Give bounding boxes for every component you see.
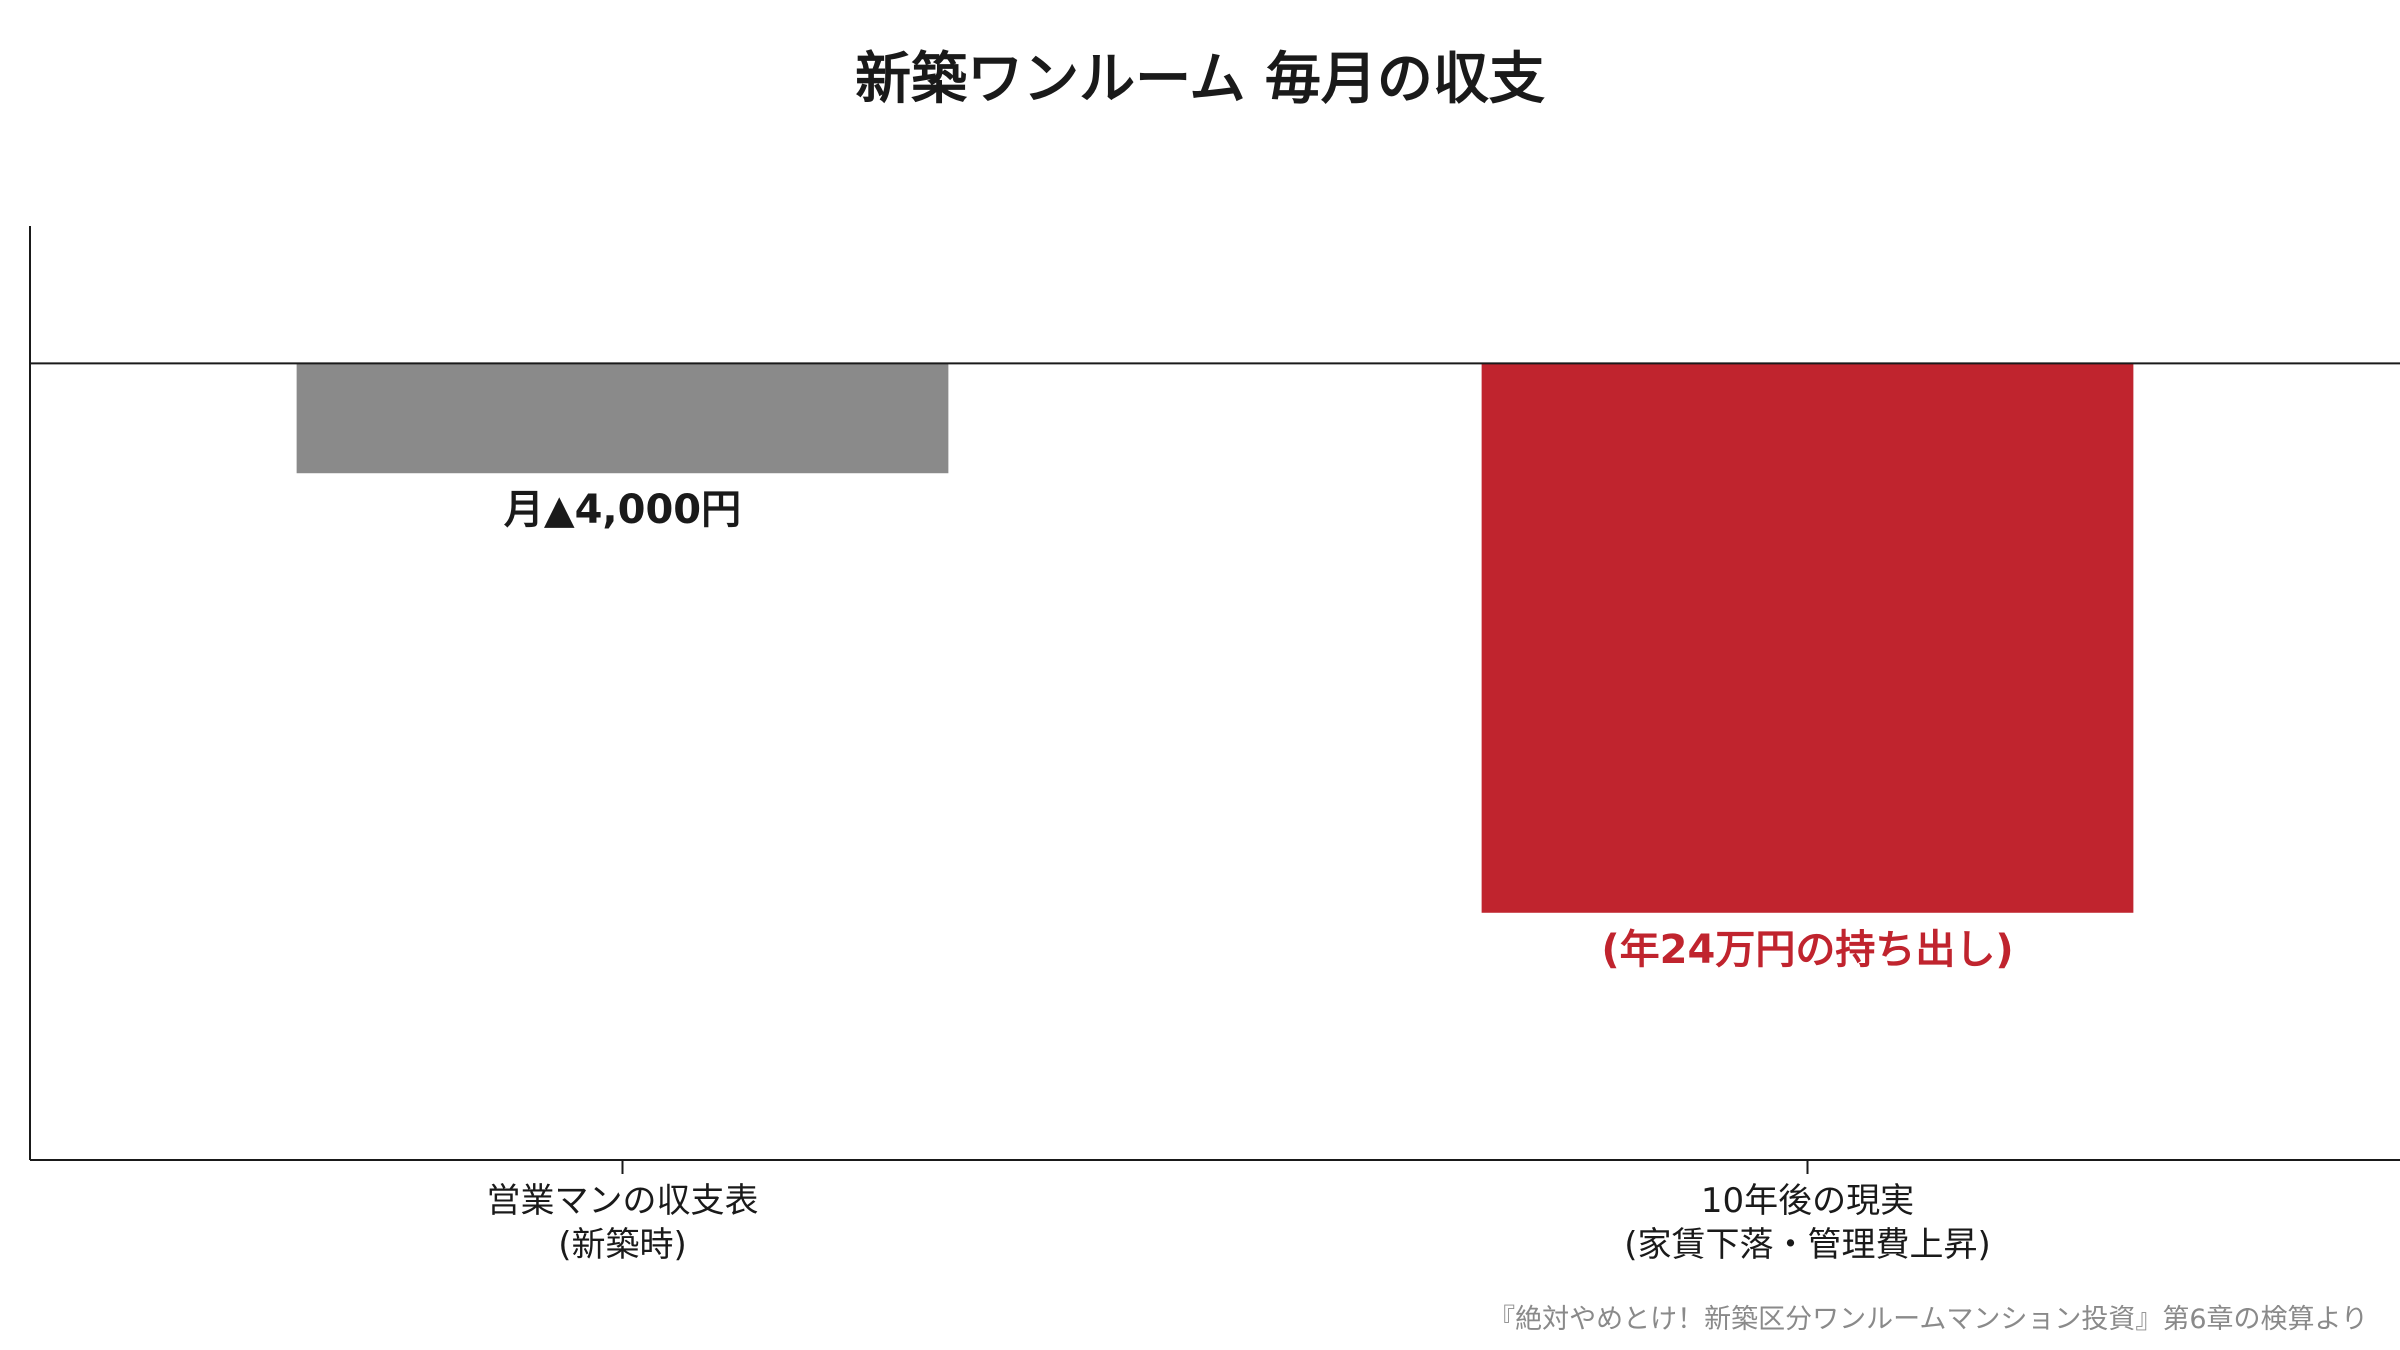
source-note: 『絶対やめとけ！新築区分ワンルームマンション投資』第6章の検算より bbox=[1488, 1304, 2368, 1335]
bar-value-label-2: (年24万円の持ち出し) bbox=[1601, 927, 2013, 973]
x-tick-label-1-line-2: (新築時) bbox=[558, 1225, 687, 1265]
chart-title: 新築ワンルーム 毎月の収支 bbox=[855, 47, 1545, 112]
bar-2 bbox=[1481, 363, 2134, 913]
x-tick-label-2-line-2: (家賃下落・管理費上昇) bbox=[1624, 1225, 1991, 1265]
bar-value-label-1: 月▲4,000円 bbox=[504, 487, 741, 533]
x-tick-label-1-line-1: 営業マンの収支表 bbox=[487, 1181, 759, 1221]
bar-1 bbox=[296, 363, 949, 474]
x-tick-label-2-line-1: 10年後の現実 bbox=[1701, 1181, 1914, 1221]
